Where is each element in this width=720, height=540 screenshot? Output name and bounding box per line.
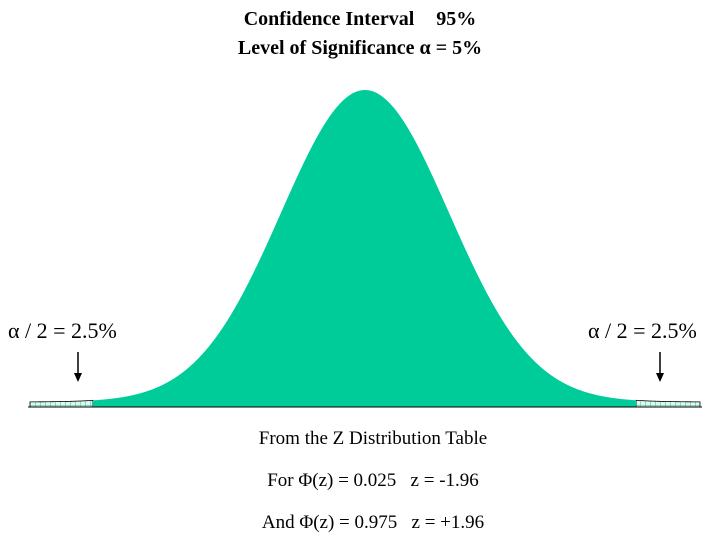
confidence-value: 95% [436,8,477,30]
confidence-region [93,90,636,407]
title-level-of-significance: Level of Significance α = 5% [237,37,483,59]
upper-critical-value: And Φ(z) = 0.975 z = +1.96 [261,512,485,533]
right-tail-region [635,399,701,408]
lower-critical-value: For Φ(z) = 0.025 z = -1.96 [267,470,479,491]
confidence-label: Confidence Interval [243,8,415,30]
left-tail-arrow [74,352,82,382]
right-tail-arrow [656,352,664,382]
title-confidence-interval: Confidence Interval 95% [0,8,720,31]
left-tail-label: α / 2 = 2.5% [8,318,117,343]
left-tail-region [29,399,94,408]
distribution-table-caption: From the Z Distribution Table [258,428,488,449]
right-tail-label: α / 2 = 2.5% [588,318,697,343]
